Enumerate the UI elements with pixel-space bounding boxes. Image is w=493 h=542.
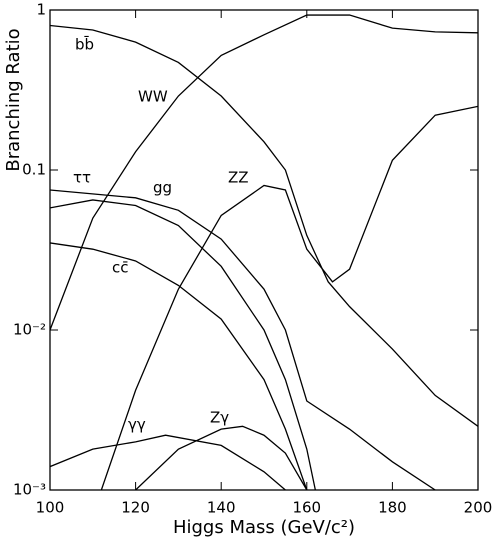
x-tick-label: 140: [207, 499, 236, 517]
y-tick-label: 1: [36, 1, 46, 19]
curve-label: bb̄: [75, 35, 94, 54]
x-axis-title: Higgs Mass (GeV/c²): [173, 517, 355, 538]
curve-label: WW: [138, 88, 168, 106]
x-tick-label: 100: [36, 499, 65, 517]
plot-frame: [49, 9, 479, 491]
y-tick-label: 10⁻²: [13, 321, 46, 339]
curve-label: Zγ: [210, 409, 229, 427]
x-tick-label: 180: [378, 499, 407, 517]
curve: [50, 24, 478, 427]
curve: [50, 242, 308, 490]
curve: [50, 14, 478, 331]
curve: [50, 199, 316, 490]
y-axis-title: Branching Ratio: [3, 28, 24, 171]
curve-label: gg: [153, 179, 172, 197]
y-tick-label: 0.1: [22, 161, 46, 179]
curve-label: cc̄: [112, 259, 129, 277]
x-tick-label: 200: [464, 499, 493, 517]
x-tick-label: 120: [121, 499, 150, 517]
curve: [50, 189, 436, 490]
curve: [50, 434, 286, 490]
curve: [135, 425, 308, 490]
curve: [100, 105, 478, 490]
curve-label: ZZ: [228, 169, 249, 187]
x-tick-label: 160: [292, 499, 321, 517]
curve-label: γγ: [128, 416, 146, 434]
curve-label: ττ: [73, 169, 91, 187]
y-tick-label: 10⁻³: [13, 481, 46, 499]
